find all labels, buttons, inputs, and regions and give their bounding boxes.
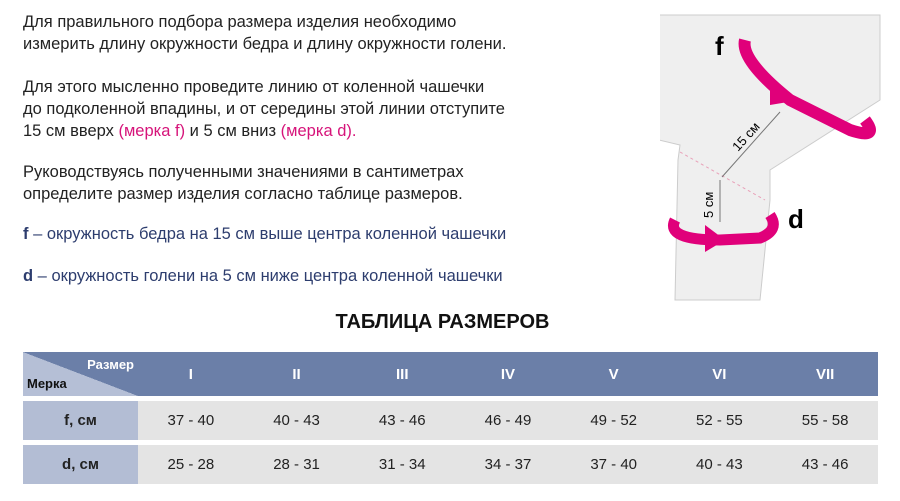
- table-title: ТАБЛИЦА РАЗМЕРОВ: [335, 311, 550, 333]
- t: 15 см вверх: [23, 122, 119, 140]
- size-header: IV: [455, 352, 561, 396]
- cell: 49 - 52: [560, 401, 667, 440]
- instr-line: Для этого мысленно проведите линию от ко…: [23, 78, 485, 96]
- cell: 43 - 46: [349, 401, 456, 440]
- def-key: d: [23, 267, 34, 285]
- cell: 34 - 37: [455, 445, 561, 484]
- guide-line: Руководствуясь полученными значениями в …: [23, 163, 464, 181]
- size-table: Размер Мерка I II III IV V VI VII f, см 3…: [23, 347, 878, 489]
- def-f: f – окружность бедра на 15 см выше центр…: [23, 223, 506, 245]
- size-header: I: [138, 352, 244, 396]
- cell: 52 - 55: [666, 401, 773, 440]
- size-header: II: [243, 352, 350, 396]
- instruction-text: Для этого мысленно проведите линию от ко…: [23, 76, 505, 142]
- table-header: Размер Мерка I II III IV V VI VII: [23, 352, 878, 396]
- label-f: f: [715, 31, 724, 61]
- corner-measure-label: Мерка: [27, 376, 67, 391]
- intro-line: измерить длину окружности бедра и длину …: [23, 35, 507, 53]
- cell: 40 - 43: [666, 445, 773, 484]
- cell: 40 - 43: [243, 401, 350, 440]
- size-header: III: [349, 352, 456, 396]
- intro-text: Для правильного подбора размера изделия …: [23, 11, 506, 55]
- label-5cm: 5 см: [701, 192, 716, 218]
- table-row: f, см 37 - 40 40 - 43 43 - 46 46 - 49 49…: [23, 401, 878, 440]
- measure-d-ref: (мерка d).: [280, 122, 357, 140]
- corner-size-label: Размер: [87, 357, 134, 372]
- guide-line: определите размер изделия согласно табли…: [23, 185, 463, 203]
- intro-line: Для правильного подбора размера изделия …: [23, 13, 457, 31]
- guide-text: Руководствуясь полученными значениями в …: [23, 161, 464, 205]
- size-header: VII: [772, 352, 878, 396]
- def-text: – окружность голени на 5 см ниже центра …: [33, 267, 503, 285]
- def-key: f: [23, 225, 29, 243]
- cell: 43 - 46: [772, 445, 878, 484]
- t: и 5 см вниз: [185, 122, 281, 140]
- def-d: d – окружность голени на 5 см ниже центр…: [23, 265, 503, 287]
- row-label: f, см: [23, 401, 138, 440]
- knee-diagram: f d 15 см 5 см: [660, 14, 881, 301]
- cell: 37 - 40: [560, 445, 667, 484]
- cell: 55 - 58: [772, 401, 878, 440]
- cell: 31 - 34: [349, 445, 456, 484]
- size-header: VI: [666, 352, 773, 396]
- cell: 46 - 49: [455, 401, 561, 440]
- label-d: d: [788, 204, 804, 234]
- table-row: d, см 25 - 28 28 - 31 31 - 34 34 - 37 37…: [23, 445, 878, 484]
- cell: 37 - 40: [138, 401, 244, 440]
- corner-cell: Размер Мерка: [23, 352, 138, 396]
- row-label: d, см: [23, 445, 138, 484]
- measure-f-ref: (мерка f): [118, 122, 186, 140]
- instr-line: до подколенной впадины, и от середины эт…: [23, 100, 505, 118]
- cell: 25 - 28: [138, 445, 244, 484]
- cell: 28 - 31: [243, 445, 350, 484]
- instr-line: 15 см вверх (мерка f) и 5 см вниз (мерка…: [23, 120, 505, 142]
- def-text: – окружность бедра на 15 см выше центра …: [28, 225, 507, 243]
- size-header: V: [560, 352, 667, 396]
